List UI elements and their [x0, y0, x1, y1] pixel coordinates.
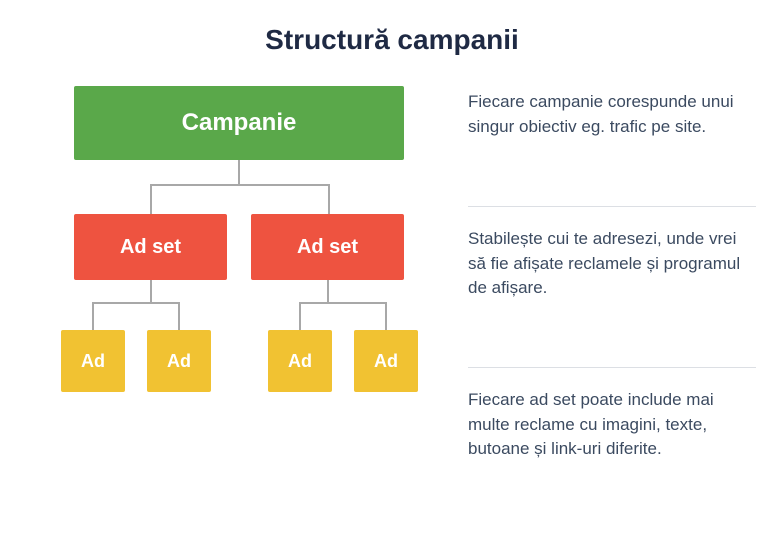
separator	[468, 206, 756, 207]
descriptions: Fiecare campanie corespunde unui singur …	[468, 86, 756, 508]
tree-node-campaign: Campanie	[74, 86, 404, 160]
page-title: Structură campanii	[0, 0, 784, 86]
connector-lvl1-lvl2	[74, 160, 404, 214]
desc-campaign: Fiecare campanie corespunde unui singur …	[468, 86, 756, 186]
connector-lvl2-lvl3	[74, 280, 404, 330]
desc-ad: Fiecare ad set poate include mai multe r…	[468, 388, 756, 508]
tree-node-ad: Ad	[147, 330, 211, 392]
tree-node-ad: Ad	[268, 330, 332, 392]
tree-level-adset: Ad set Ad set	[74, 214, 404, 280]
tree-node-adset: Ad set	[74, 214, 227, 280]
desc-adset: Stabilește cui te adresezi, unde vrei să…	[468, 227, 756, 347]
campaign-tree-diagram: Campanie Ad set Ad set	[34, 86, 444, 392]
separator	[468, 367, 756, 368]
tree-level-ad: Ad Ad Ad Ad	[34, 330, 444, 392]
content: Campanie Ad set Ad set	[0, 86, 784, 508]
tree-node-ad: Ad	[354, 330, 418, 392]
tree-node-adset: Ad set	[251, 214, 404, 280]
tree-node-ad: Ad	[61, 330, 125, 392]
